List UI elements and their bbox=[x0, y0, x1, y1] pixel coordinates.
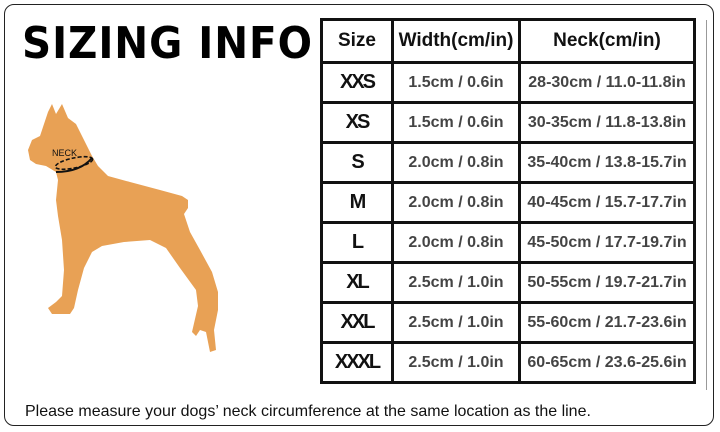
table-header-row: Size Width(cm/in) Neck(cm/in) bbox=[320, 18, 696, 64]
size-cell: M bbox=[320, 181, 394, 224]
table-row: M 2.0cm / 0.8in 40-45cm / 15.7-17.7in bbox=[320, 181, 696, 224]
neck-cell: 35-40cm / 13.8-15.7in bbox=[518, 141, 696, 184]
dog-silhouette-illustration: NECK bbox=[28, 104, 218, 352]
size-chart-table: Size Width(cm/in) Neck(cm/in) XXS 1.5cm /… bbox=[320, 18, 696, 384]
outer-frame bbox=[4, 4, 714, 426]
header-width: Width(cm/in) bbox=[391, 18, 521, 64]
size-cell: S bbox=[320, 141, 394, 184]
size-cell: XXS bbox=[320, 61, 394, 104]
width-cell: 2.0cm / 0.8in bbox=[391, 181, 521, 224]
neck-cell: 30-35cm / 11.8-13.8in bbox=[518, 101, 696, 144]
table-row: XXS 1.5cm / 0.6in 28-30cm / 11.0-11.8in bbox=[320, 61, 696, 104]
table-row: XXL 2.5cm / 1.0in 55-60cm / 21.7-23.6in bbox=[320, 301, 696, 344]
neck-cell: 40-45cm / 15.7-17.7in bbox=[518, 181, 696, 224]
divider-line bbox=[706, 20, 707, 390]
neck-label: NECK bbox=[52, 148, 77, 158]
table-row: XXXL 2.5cm / 1.0in 60-65cm / 23.6-25.6in bbox=[320, 341, 696, 384]
width-cell: 2.5cm / 1.0in bbox=[391, 261, 521, 304]
width-cell: 1.5cm / 0.6in bbox=[391, 101, 521, 144]
width-cell: 2.0cm / 0.8in bbox=[391, 221, 521, 264]
table-row: S 2.0cm / 0.8in 35-40cm / 13.8-15.7in bbox=[320, 141, 696, 184]
neck-measure-line bbox=[54, 155, 94, 171]
width-cell: 1.5cm / 0.6in bbox=[391, 61, 521, 104]
measurement-note: Please measure your dogs’ neck circumfer… bbox=[25, 403, 591, 420]
neck-cell: 55-60cm / 21.7-23.6in bbox=[518, 301, 696, 344]
header-neck: Neck(cm/in) bbox=[518, 18, 696, 64]
table-row: XS 1.5cm / 0.6in 30-35cm / 11.8-13.8in bbox=[320, 101, 696, 144]
page-title: SIZING INFO bbox=[22, 18, 313, 69]
dog-body bbox=[28, 104, 218, 352]
table-row: XL 2.5cm / 1.0in 50-55cm / 19.7-21.7in bbox=[320, 261, 696, 304]
width-cell: 2.5cm / 1.0in bbox=[391, 341, 521, 384]
table-row: L 2.0cm / 0.8in 45-50cm / 17.7-19.7in bbox=[320, 221, 696, 264]
neck-solid-line bbox=[55, 157, 93, 173]
size-cell: XS bbox=[320, 101, 394, 144]
size-cell: XXL bbox=[320, 301, 394, 344]
size-cell: L bbox=[320, 221, 394, 264]
width-cell: 2.0cm / 0.8in bbox=[391, 141, 521, 184]
size-cell: XXXL bbox=[320, 341, 394, 384]
header-size: Size bbox=[320, 18, 394, 64]
neck-cell: 28-30cm / 11.0-11.8in bbox=[518, 61, 696, 104]
neck-cell: 60-65cm / 23.6-25.6in bbox=[518, 341, 696, 384]
width-cell: 2.5cm / 1.0in bbox=[391, 301, 521, 344]
neck-cell: 50-55cm / 19.7-21.7in bbox=[518, 261, 696, 304]
neck-cell: 45-50cm / 17.7-19.7in bbox=[518, 221, 696, 264]
size-cell: XL bbox=[320, 261, 394, 304]
